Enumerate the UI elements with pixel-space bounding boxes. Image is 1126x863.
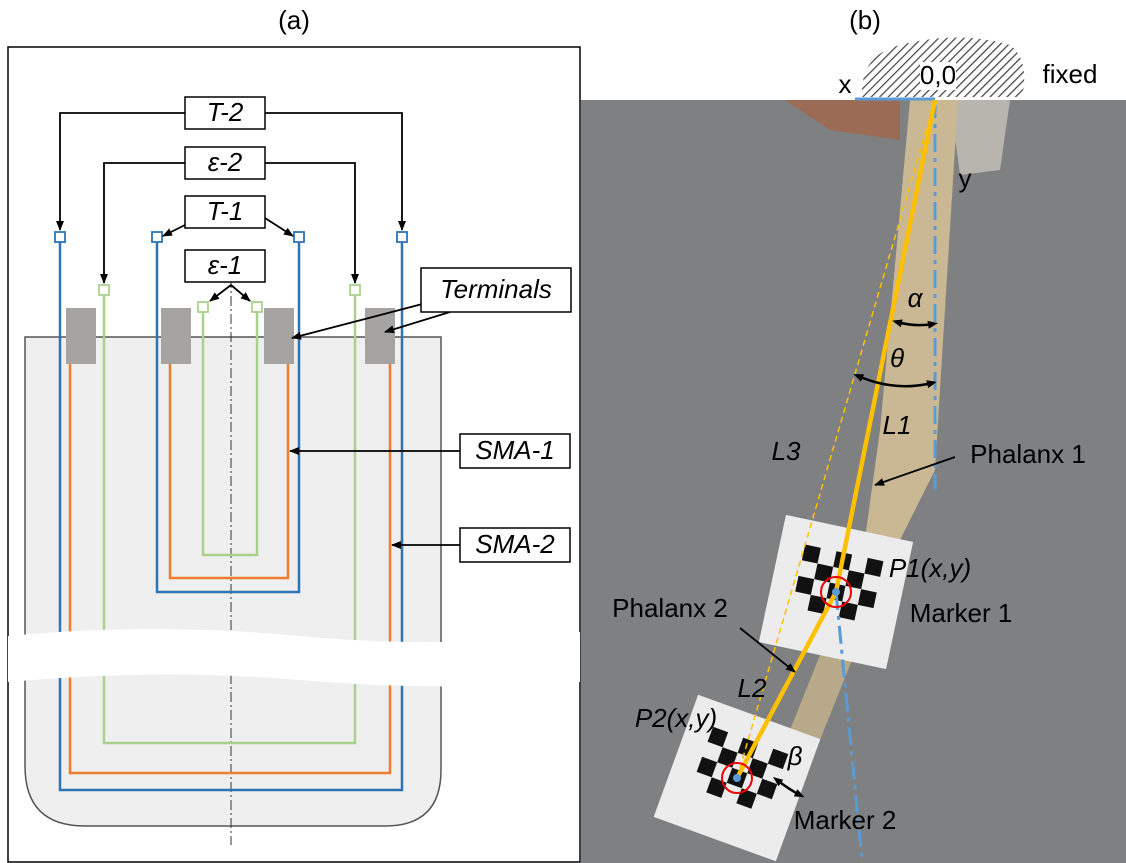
sma2-label: SMA-2 [475,529,555,559]
panel-label: (b) [849,5,881,35]
t1-label: T-1 [207,196,244,226]
l1-label: L1 [883,410,912,440]
t2-label: T-2 [207,97,244,127]
panel-label: (a) [278,5,310,35]
theta-label: θ [890,343,904,373]
phalanx-1-label: Phalanx 1 [970,439,1086,469]
origin-label: 0,0 [920,60,956,90]
figure: (a) [0,0,1126,863]
p1-label: P1(x,y) [889,553,971,583]
panel-a: (a) [8,5,580,862]
terminals-label: Terminals [440,274,552,304]
photo-background [581,100,1126,863]
y-label: y [959,163,972,193]
beta-label: β [787,741,803,771]
marker-2-label: Marker 2 [794,805,897,835]
phalanx-2-label: Phalanx 2 [612,593,728,623]
alpha-label: α [908,283,924,313]
e2-label: ε-2 [208,147,243,177]
panel-b: (b) x 0,0 fixed y α θ [581,5,1126,863]
marker-1-label: Marker 1 [910,598,1013,628]
l3-label: L3 [772,436,801,466]
joint-p2-dot [733,774,741,782]
e1-label: ε-1 [208,250,243,280]
joint-p1-dot [832,588,840,596]
l2-label: L2 [738,673,767,703]
x-label: x [839,69,852,99]
fixed-label: fixed [1043,59,1098,89]
p2-label: P2(x,y) [635,703,717,733]
sma1-label: SMA-1 [475,435,554,465]
body [25,337,441,826]
